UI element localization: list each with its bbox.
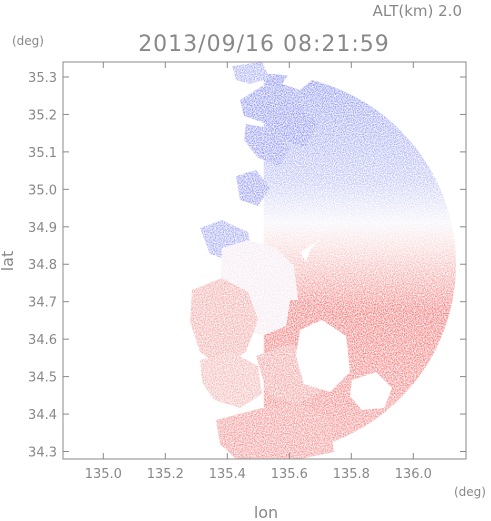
echo-patch (232, 62, 270, 84)
y-tick-label: 34.7 (28, 296, 57, 311)
y-axis: 34.3 34.4 34.5 34.6 34.7 34.8 34.9 35.0 35.1 35.2… (28, 71, 466, 461)
echo-patch (216, 404, 334, 459)
y-tick-label: 34.3 (28, 446, 57, 461)
x-tick-label: 135.4 (209, 467, 246, 482)
no-echo-gap (300, 240, 320, 262)
y-tick-label: 34.5 (28, 371, 57, 386)
y-tick-label: 34.8 (28, 258, 57, 273)
no-echo-gap (296, 320, 350, 392)
y-tick-label: 35.0 (28, 183, 57, 198)
velocity-field (190, 62, 456, 459)
y-tick-label: 34.9 (28, 221, 57, 236)
altitude-label: ALT(km) 2.0 (373, 2, 462, 20)
x-axis: 135.0 135.2 135.4 135.6 135.8 136.0 (85, 62, 432, 482)
radar-coverage (190, 62, 456, 459)
x-tick-label: 136.0 (395, 467, 432, 482)
x-tick-label: 135.0 (85, 467, 122, 482)
y-tick-label: 34.4 (28, 408, 57, 423)
y-axis-title: lat (0, 251, 17, 272)
x-tick-label: 135.8 (333, 467, 370, 482)
x-unit-label: (deg) (454, 485, 486, 499)
no-echo-gap (282, 62, 324, 90)
y-tick-label: 35.1 (28, 146, 57, 161)
echo-patch (244, 124, 290, 166)
echo-patch (190, 278, 258, 366)
x-axis-title: lon (254, 503, 278, 521)
x-tick-label: 135.6 (271, 467, 308, 482)
y-tick-label: 35.3 (28, 71, 57, 86)
echo-patch (240, 86, 318, 148)
plot-frame (62, 61, 467, 460)
y-unit-label: (deg) (12, 34, 44, 48)
chart-title: 2013/09/16 08:21:59 (138, 32, 390, 57)
no-echo-gap (350, 372, 392, 410)
y-tick-label: 34.6 (28, 333, 57, 348)
echo-patch (200, 352, 262, 408)
y-tick-label: 35.2 (28, 108, 57, 123)
echo-patch (236, 170, 270, 206)
x-tick-label: 135.2 (147, 467, 184, 482)
